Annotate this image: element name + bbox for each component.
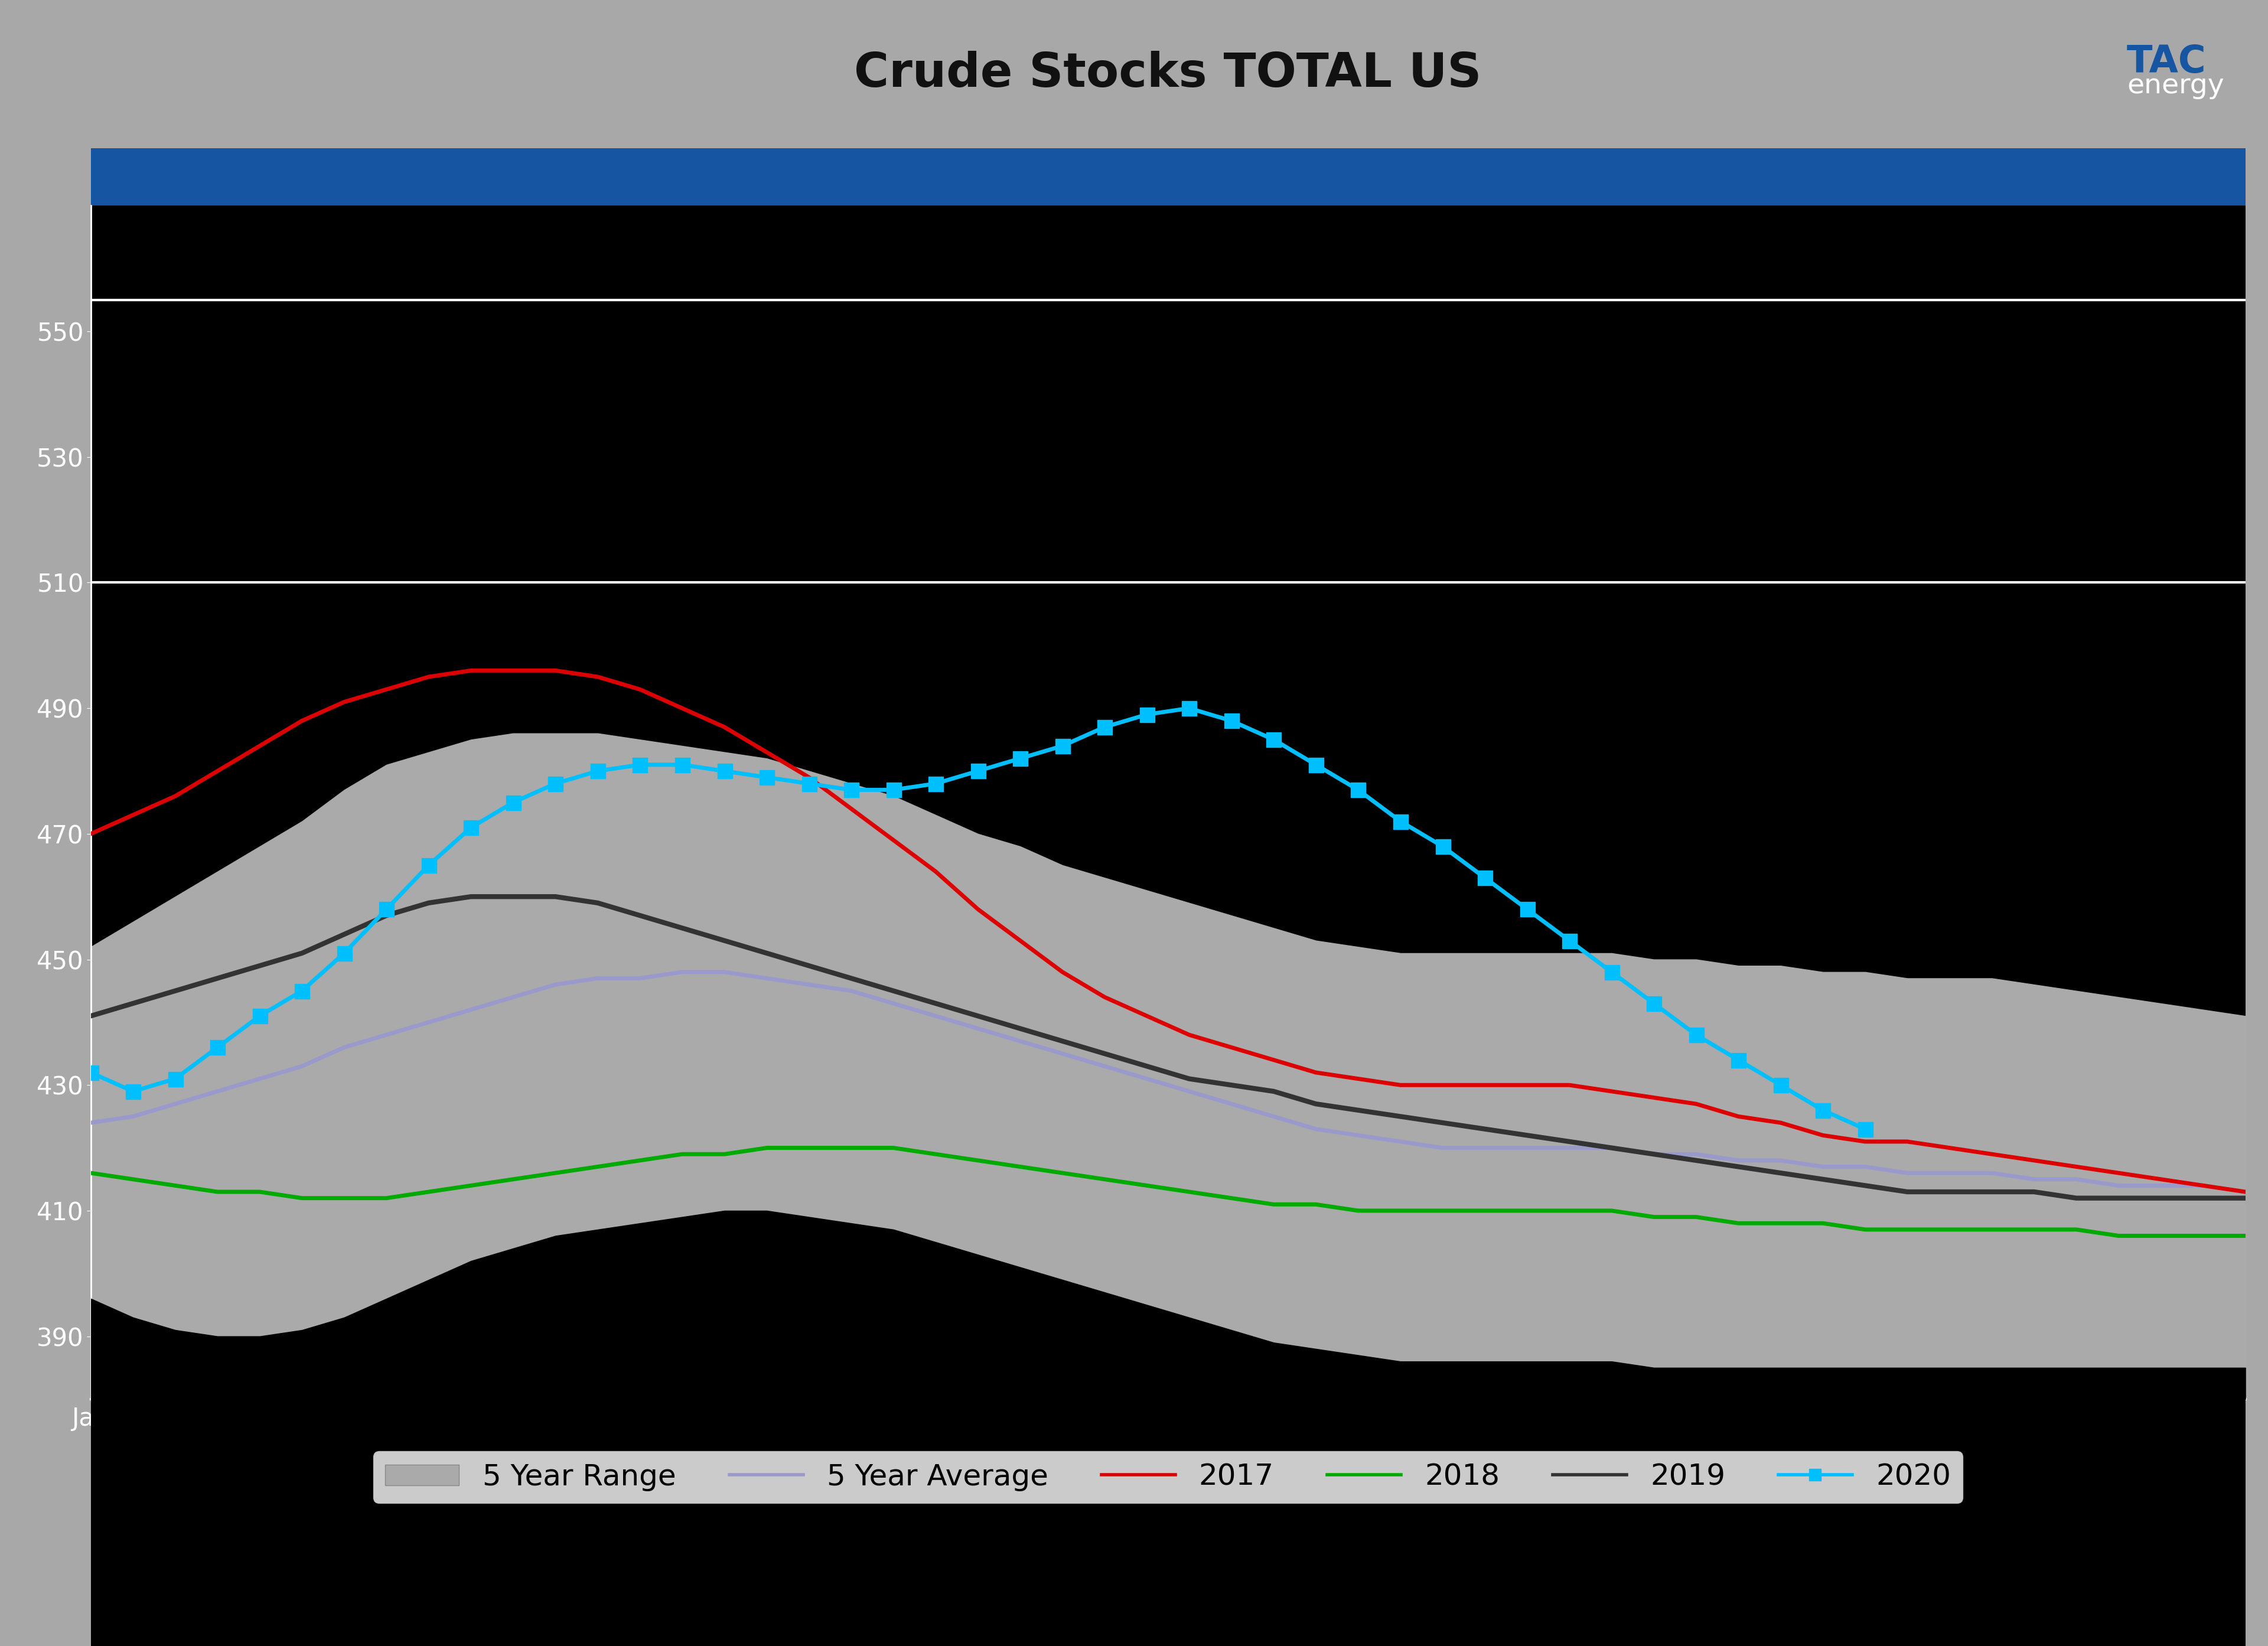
Text: energy: energy [2127,72,2225,99]
Text: Crude Stocks TOTAL US: Crude Stocks TOTAL US [855,51,1481,97]
Legend: 5 Year Range, 5 Year Average, 2017, 2018, 2019, 2020: 5 Year Range, 5 Year Average, 2017, 2018… [374,1450,1962,1503]
Text: TAC: TAC [2127,44,2207,81]
